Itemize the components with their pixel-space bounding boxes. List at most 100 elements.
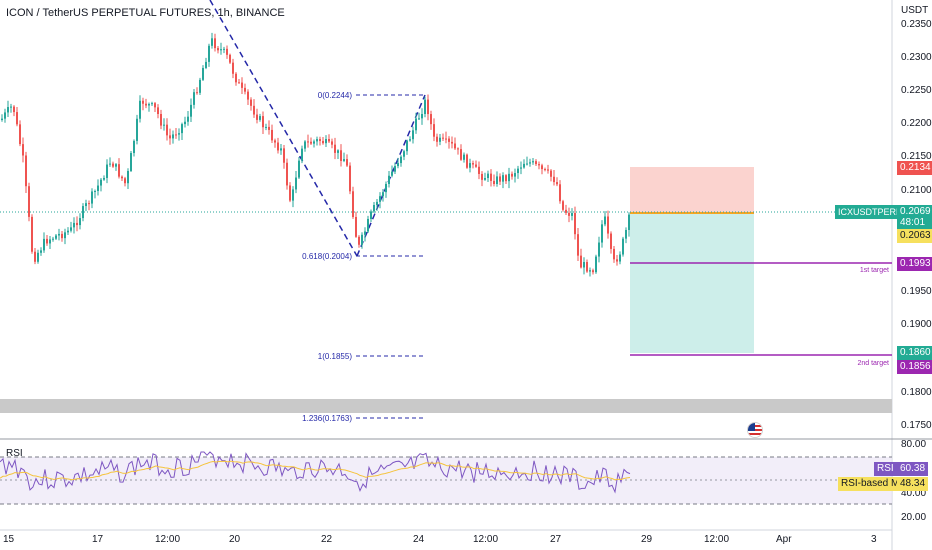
candle-body xyxy=(475,164,477,167)
candle-body xyxy=(616,259,618,262)
time-tick: 3 xyxy=(871,534,877,545)
last-price-tag: 0.2069 48:01 xyxy=(897,205,932,229)
candle-body xyxy=(484,177,486,180)
candle-body xyxy=(40,250,42,253)
candle-body xyxy=(157,107,159,115)
candle-body xyxy=(424,99,426,114)
candle-body xyxy=(364,231,366,235)
price-tick: 0.2350 xyxy=(901,19,932,30)
candle-body xyxy=(628,214,630,230)
candle-body xyxy=(229,54,231,63)
candle-body xyxy=(34,251,36,262)
candle-body xyxy=(541,165,543,170)
candle-body xyxy=(601,224,603,243)
entry-price-tag: 0.2063 xyxy=(897,229,932,243)
candle-body xyxy=(151,103,153,105)
price-tick: 0.2200 xyxy=(901,118,932,129)
candle-body xyxy=(286,162,288,186)
target2-price-tag: 0.1856 xyxy=(897,360,932,374)
chart-title[interactable]: ICON / TetherUS PERPETUAL FUTURES, 1h, B… xyxy=(6,7,285,19)
candle-body xyxy=(277,142,279,151)
candle-body xyxy=(454,143,456,149)
candle-body xyxy=(331,141,333,145)
candle-body xyxy=(280,148,282,151)
volume-band xyxy=(0,399,892,413)
candle-body xyxy=(346,159,348,166)
candle-body xyxy=(19,124,21,145)
candle-body xyxy=(481,173,483,180)
candle-body xyxy=(115,164,117,167)
candle-body xyxy=(226,48,228,55)
candle-body xyxy=(445,138,447,140)
trend-line-up[interactable] xyxy=(356,94,426,257)
candle-body xyxy=(436,136,438,142)
price-tick: 0.2150 xyxy=(901,151,932,162)
rsi-pane-title[interactable]: RSI xyxy=(6,448,23,459)
candle-body xyxy=(61,233,63,239)
candle-body xyxy=(385,183,387,193)
symbol-tag[interactable]: ICXUSDTPERP xyxy=(835,205,906,219)
candle-body xyxy=(460,149,462,160)
candle-body xyxy=(31,216,33,252)
candle-body xyxy=(73,222,75,228)
candle-body xyxy=(70,227,72,231)
candle-body xyxy=(373,204,375,212)
candle-body xyxy=(478,166,480,174)
candle-body xyxy=(607,216,609,234)
candle-body xyxy=(307,141,309,143)
candle-body xyxy=(514,173,516,177)
candle-body xyxy=(529,162,531,164)
candle-body xyxy=(406,140,408,152)
time-tick: 29 xyxy=(641,534,653,545)
candle-body xyxy=(205,61,207,68)
time-tick: 15 xyxy=(3,534,15,545)
candle-body xyxy=(358,236,360,245)
fib-label-1: 1(0.1855) xyxy=(318,352,353,361)
profit-zone[interactable] xyxy=(630,214,754,353)
candle-body xyxy=(367,218,369,232)
candle-body xyxy=(97,185,99,192)
candle-body xyxy=(178,133,180,135)
candle-body xyxy=(310,141,312,144)
candle-body xyxy=(82,206,84,219)
candle-body xyxy=(313,141,315,144)
candle-body xyxy=(43,238,45,251)
candle-body xyxy=(193,92,195,105)
candle-body xyxy=(244,87,246,92)
candle-body xyxy=(283,148,285,163)
candle-body xyxy=(106,164,108,178)
last-price-value: 0.2069 xyxy=(900,206,931,217)
candle-body xyxy=(163,124,165,126)
candle-body xyxy=(451,141,453,144)
candle-body xyxy=(400,156,402,164)
candle-body xyxy=(121,176,123,179)
candle-body xyxy=(442,137,444,139)
candle-body xyxy=(508,173,510,182)
candle-body xyxy=(298,160,300,178)
time-tick: 20 xyxy=(229,534,241,545)
candle-body xyxy=(376,201,378,205)
time-tick: Apr xyxy=(776,534,792,545)
candle-body xyxy=(145,103,147,106)
candle-body xyxy=(133,140,135,154)
candle-body xyxy=(292,189,294,201)
trend-line-down[interactable] xyxy=(209,0,358,257)
rsi-legend-label[interactable]: RSI xyxy=(874,462,897,476)
candle-body xyxy=(139,100,141,119)
candle-body xyxy=(118,164,120,177)
candle-body xyxy=(466,154,468,168)
us-flag-icon[interactable] xyxy=(747,422,763,438)
candle-body xyxy=(361,234,363,245)
candle-body xyxy=(202,67,204,80)
candle-body xyxy=(16,112,18,125)
rsi-ma-legend-label[interactable]: RSI-based MA xyxy=(838,477,910,491)
candle-body xyxy=(37,252,39,262)
candle-body xyxy=(619,254,621,262)
stop-loss-zone[interactable] xyxy=(630,167,754,212)
candle-body xyxy=(67,230,69,233)
candle-body xyxy=(403,151,405,157)
candle-body xyxy=(352,191,354,217)
rsi-ma-value-tag: 48.34 xyxy=(897,477,929,491)
